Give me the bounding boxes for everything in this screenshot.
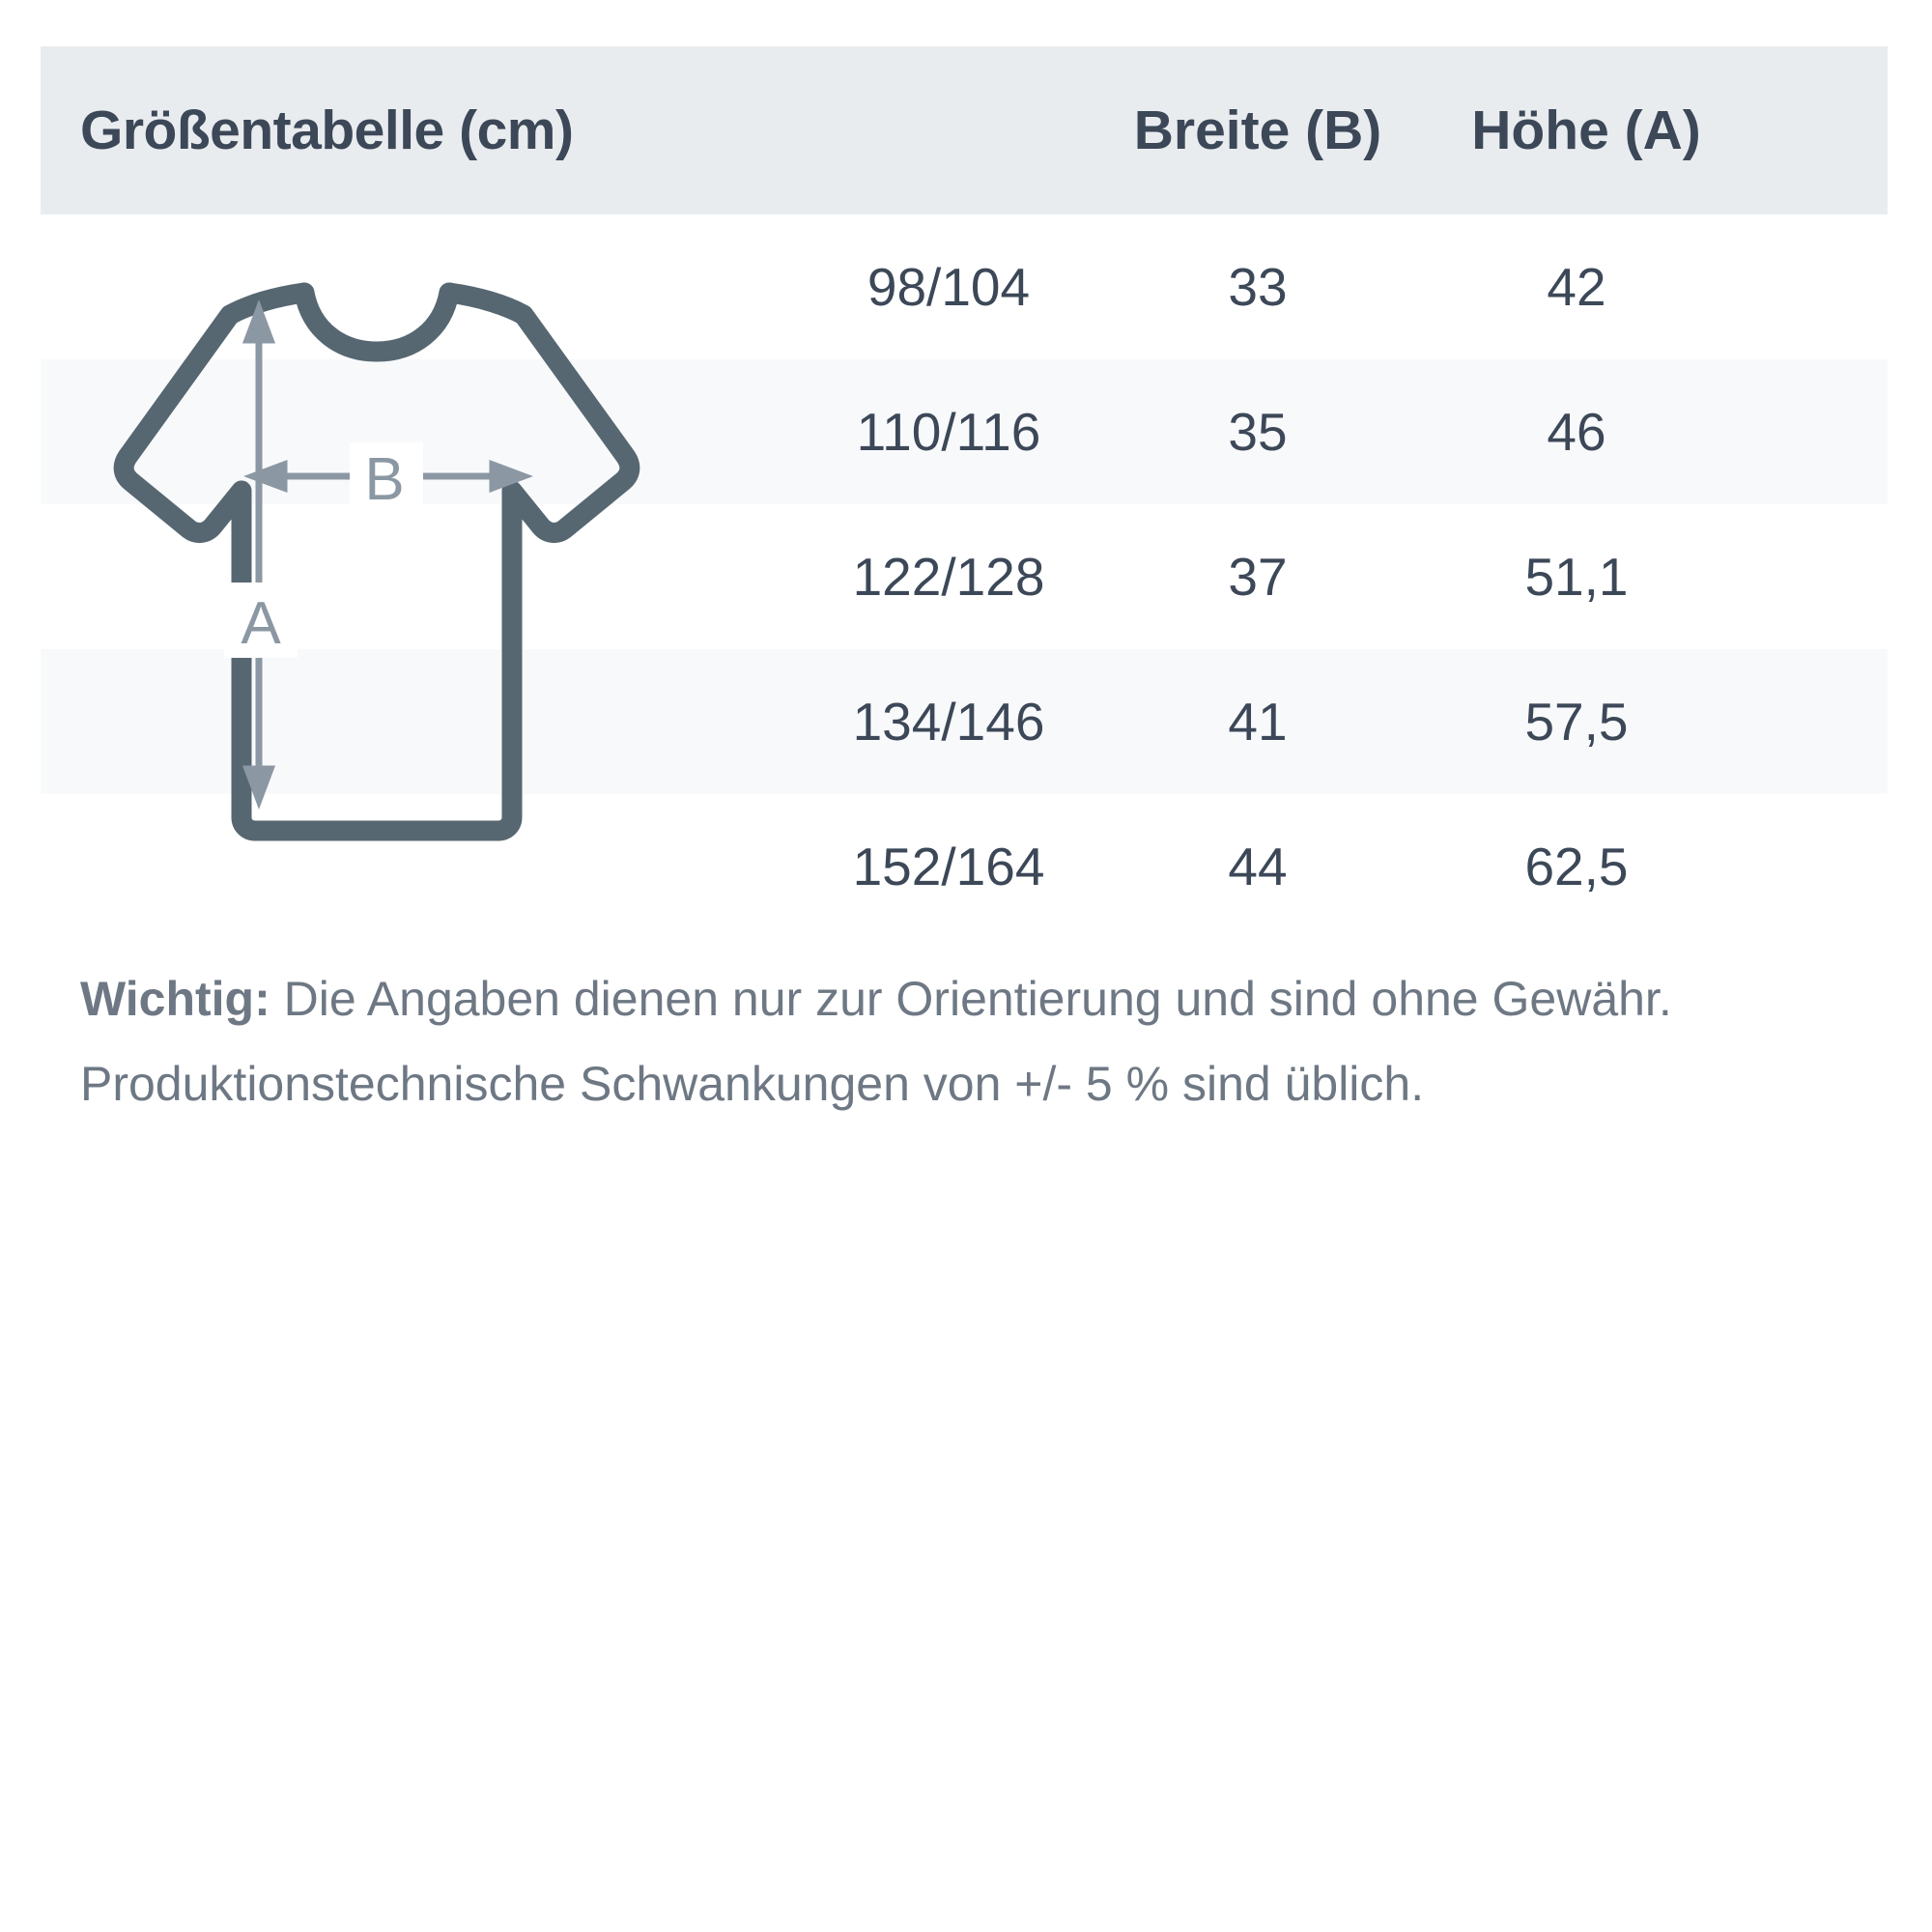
column-header-width: Breite (B) [1133, 99, 1382, 161]
cell-size: 110/116 [856, 402, 1041, 462]
table-body: 98/104 33 42 110/116 35 46 122/128 37 51… [41, 214, 1888, 939]
cell-height: 57,5 [1524, 692, 1629, 752]
cell-size: 152/164 [852, 837, 1045, 896]
table-row: 122/128 37 51,1 [41, 504, 1888, 649]
table-header-row: Größentabelle (cm) Breite (B) Höhe (A) [41, 46, 1888, 214]
cell-height: 46 [1547, 402, 1606, 462]
cell-height: 42 [1547, 257, 1606, 317]
footnote-line-2: Produktionstechnische Schwankungen von +… [80, 1057, 1425, 1111]
cell-size: 122/128 [852, 547, 1045, 607]
height-arrow-a [242, 299, 276, 810]
cell-width: 33 [1228, 257, 1288, 317]
column-header-height: Höhe (A) [1471, 99, 1701, 161]
tshirt-diagram: B A [87, 259, 667, 858]
diagram-label-a: A [241, 590, 281, 657]
footnote-line-1-text: Die Angaben dienen nur zur Orientierung … [270, 972, 1672, 1026]
table-row: 134/146 41 57,5 [41, 649, 1888, 794]
cell-width: 37 [1228, 547, 1288, 607]
cell-width: 41 [1228, 692, 1288, 752]
cell-height: 51,1 [1524, 547, 1629, 607]
tshirt-outline-icon [113, 282, 640, 841]
cell-size: 134/146 [852, 692, 1045, 752]
table-row: 152/164 44 62,5 [41, 794, 1888, 939]
footnote-emphasis: Wichtig: [80, 972, 270, 1026]
footnote-line-1: Wichtig: Die Angaben dienen nur zur Orie… [80, 956, 1722, 1041]
page-title: Größentabelle (cm) [80, 99, 574, 161]
size-chart-table: Größentabelle (cm) Breite (B) Höhe (A) 9… [41, 46, 1888, 939]
measurement-arrows [242, 299, 533, 810]
cell-width: 44 [1228, 837, 1288, 896]
cell-size: 98/104 [867, 257, 1031, 317]
table-row: 98/104 33 42 [41, 214, 1888, 359]
label-b-backdrop [350, 442, 423, 512]
diagram-label-b: B [364, 446, 404, 513]
cell-width: 35 [1228, 402, 1288, 462]
label-a-backdrop [224, 582, 298, 658]
table-row: 110/116 35 46 [41, 359, 1888, 504]
cell-height: 62,5 [1524, 837, 1629, 896]
footnote: Wichtig: Die Angaben dienen nur zur Orie… [80, 956, 1722, 1126]
